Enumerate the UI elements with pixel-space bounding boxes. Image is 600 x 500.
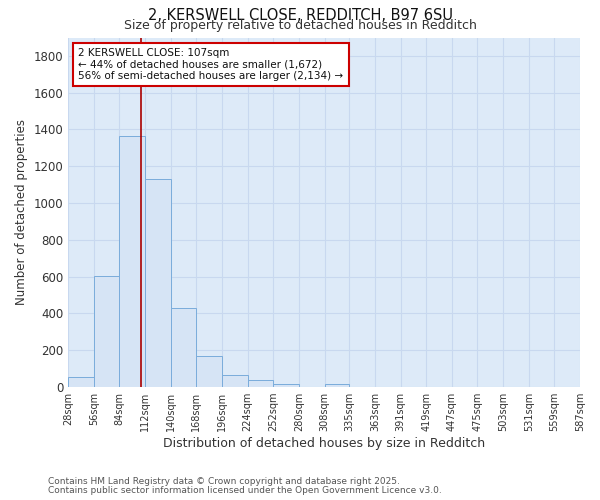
Bar [222, 374, 248, 387]
Bar [325, 384, 349, 387]
Bar [248, 380, 273, 387]
Bar [171, 308, 196, 387]
Bar [273, 384, 299, 387]
Bar [196, 356, 222, 387]
X-axis label: Distribution of detached houses by size in Redditch: Distribution of detached houses by size … [163, 437, 485, 450]
Text: 2 KERSWELL CLOSE: 107sqm
← 44% of detached houses are smaller (1,672)
56% of sem: 2 KERSWELL CLOSE: 107sqm ← 44% of detach… [79, 48, 344, 81]
Bar [94, 276, 119, 387]
Bar [145, 179, 171, 387]
Text: Contains public sector information licensed under the Open Government Licence v3: Contains public sector information licen… [48, 486, 442, 495]
Bar [119, 136, 145, 387]
Bar [68, 377, 94, 387]
Text: 2, KERSWELL CLOSE, REDDITCH, B97 6SU: 2, KERSWELL CLOSE, REDDITCH, B97 6SU [148, 8, 452, 22]
Y-axis label: Number of detached properties: Number of detached properties [15, 120, 28, 306]
Text: Contains HM Land Registry data © Crown copyright and database right 2025.: Contains HM Land Registry data © Crown c… [48, 477, 400, 486]
Text: Size of property relative to detached houses in Redditch: Size of property relative to detached ho… [124, 18, 476, 32]
